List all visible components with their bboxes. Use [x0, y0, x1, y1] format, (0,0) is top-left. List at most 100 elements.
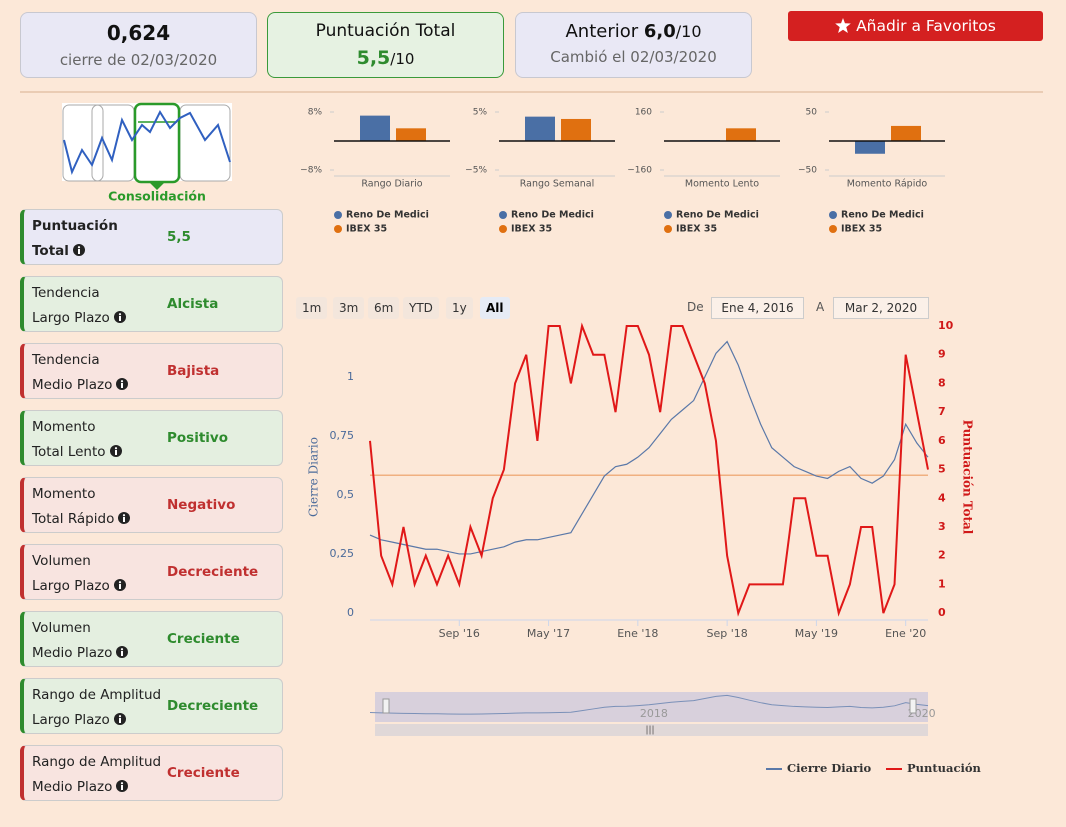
x-tick-label: Sep '16 — [439, 627, 480, 640]
indicator-card: Rango de Amplitud Medio Plazo Creciente — [20, 745, 283, 801]
y-tick-label: 160 — [635, 108, 652, 118]
legend-label: Cierre Diario — [787, 761, 871, 775]
indicator-card: Tendencia Medio Plazo Bajista — [20, 343, 283, 399]
range-to[interactable]: Mar 2, 2020 — [833, 297, 929, 319]
score: 5,5 — [356, 47, 391, 69]
indicator-label-line: Largo Plazo — [32, 708, 161, 733]
y2-tick-label: 0 — [938, 606, 946, 619]
range-button[interactable]: 6m — [368, 297, 400, 319]
star-icon — [835, 18, 851, 33]
y-tick-label: 0 — [347, 606, 354, 619]
indicator-value: Bajista — [167, 363, 220, 379]
indicator-value: Positivo — [167, 430, 228, 446]
y-tick-label: 1 — [347, 370, 354, 383]
y-tick-label: 5% — [473, 108, 488, 118]
indicator-label: Volumen Medio Plazo — [32, 616, 129, 666]
previous-max: /10 — [675, 22, 702, 41]
indicator-label-line: Volumen — [32, 620, 91, 636]
y2-tick-label: 5 — [938, 463, 946, 476]
favorite-button[interactable]: Añadir a Favoritos — [788, 11, 1043, 41]
indicator-card: Puntuación Total 5,5 — [20, 209, 283, 265]
indicator-value: Creciente — [167, 765, 240, 781]
x-tick-label: May '17 — [527, 627, 570, 640]
y-tick-label: 0,75 — [330, 429, 355, 442]
line-series — [369, 322, 929, 617]
pattern-label: Consolidación — [108, 189, 206, 204]
indicator-label-line: Tendencia — [32, 352, 100, 368]
indicator-label: Tendencia Largo Plazo — [32, 281, 126, 331]
indicator-label: Volumen Largo Plazo — [32, 549, 126, 599]
indicator-card: Rango de Amplitud Largo Plazo Decreciente — [20, 678, 283, 734]
score-box: Puntuación Total 5,5/10 — [267, 12, 504, 78]
indicator-label-line: Rango de Amplitud — [32, 754, 162, 770]
indicator-label: Rango de Amplitud Largo Plazo — [32, 683, 161, 733]
indicator-label-line: Largo Plazo — [32, 306, 126, 331]
x-axis-label: Momento Lento — [685, 179, 759, 190]
indicator-value: Creciente — [167, 631, 240, 647]
legend-marker — [664, 225, 672, 233]
range-button[interactable]: 1y — [446, 297, 473, 319]
info-icon[interactable] — [116, 780, 129, 792]
y2-axis-label: Puntuación Total — [961, 420, 975, 535]
range-from-label: De — [687, 300, 704, 314]
score-title: Puntuación Total — [315, 21, 456, 41]
y-axis-label: Cierre Diario — [307, 437, 321, 517]
indicator-label-line: Total — [32, 239, 118, 264]
indicator-value: Decreciente — [167, 564, 259, 580]
range-from[interactable]: Ene 4, 2016 — [711, 297, 804, 319]
y-tick-label: −160 — [627, 166, 652, 176]
info-icon[interactable] — [72, 244, 85, 256]
y-tick-label: −8% — [300, 166, 322, 176]
legend-label: Reno De Medici — [676, 210, 759, 221]
info-icon[interactable] — [113, 579, 126, 591]
line-series — [369, 340, 929, 555]
info-icon[interactable] — [116, 646, 129, 658]
price-note: cierre de 02/03/2020 — [59, 51, 218, 69]
info-icon[interactable] — [116, 378, 129, 390]
legend-marker — [829, 225, 837, 233]
info-icon[interactable] — [109, 445, 122, 457]
range-button[interactable]: 1m — [296, 297, 328, 319]
legend-marker — [499, 225, 507, 233]
pattern-thumbnail — [62, 102, 232, 190]
indicator-label-line: Tendencia — [32, 285, 100, 301]
previous: 6,0 — [643, 21, 676, 42]
previous-box: Anterior 6,0/10 Cambió el 02/03/2020 — [515, 12, 752, 78]
indicator-card: Momento Total Lento Positivo — [20, 410, 283, 466]
navigator-line — [369, 694, 929, 715]
indicator-label-line: Medio Plazo — [32, 373, 129, 398]
navigator-handle — [382, 698, 390, 714]
x-tick-label: Ene '20 — [885, 627, 926, 640]
legend-label: Puntuación — [907, 761, 982, 775]
x-axis-label: Momento Rápido — [847, 179, 928, 190]
indicator-label-line: Total Lento — [32, 440, 122, 465]
indicator-card: Tendencia Largo Plazo Alcista — [20, 276, 283, 332]
y2-tick-label: 9 — [938, 348, 946, 361]
y2-tick-label: 4 — [938, 491, 946, 504]
indicator-label: Momento Total Rápido — [32, 482, 131, 532]
range-button[interactable]: YTD — [403, 297, 439, 319]
legend-marker — [664, 211, 672, 219]
info-icon[interactable] — [113, 713, 126, 725]
y2-tick-label: 3 — [938, 520, 946, 533]
info-icon[interactable] — [118, 512, 131, 524]
indicator-label: Puntuación Total — [32, 214, 118, 264]
previous-note: Cambió el 02/03/2020 — [550, 48, 717, 66]
legend-marker — [334, 211, 342, 219]
indicator-label: Rango de Amplitud Medio Plazo — [32, 750, 161, 800]
legend-label: IBEX 35 — [676, 224, 717, 235]
indicator-value: Alcista — [167, 296, 219, 312]
info-icon[interactable] — [113, 311, 126, 323]
indicator-label-line: Total Rápido — [32, 507, 131, 532]
x-tick-label: Sep '18 — [706, 627, 747, 640]
favorite-label: Añadir a Favoritos — [856, 17, 996, 35]
range-button[interactable]: 3m — [333, 297, 365, 319]
indicator-label-line: Momento — [32, 486, 96, 502]
range-button[interactable]: All — [480, 297, 510, 319]
y2-tick-label: 8 — [938, 376, 946, 389]
y2-tick-label: 1 — [938, 577, 946, 590]
indicator-value: Decreciente — [167, 698, 259, 714]
indicator-card: Momento Total Rápido Negativo — [20, 477, 283, 533]
